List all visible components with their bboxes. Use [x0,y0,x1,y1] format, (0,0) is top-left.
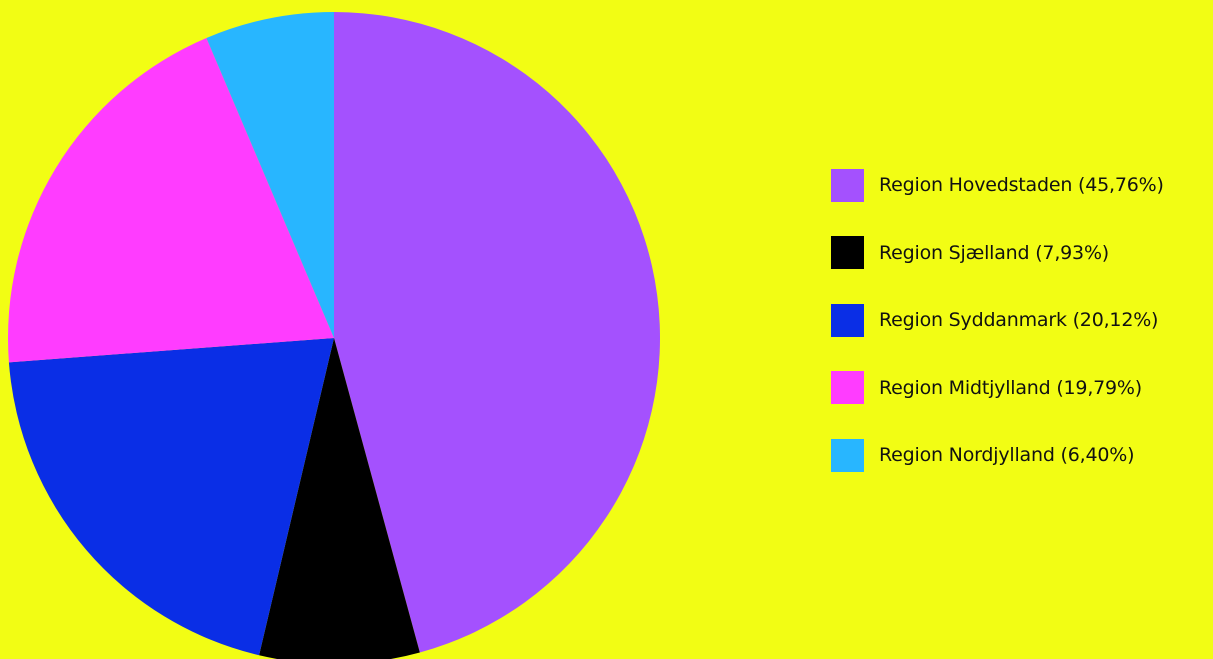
legend-swatch [831,438,864,472]
pie-slices [7,12,661,659]
legend-label: Region Syddanmark (20,12%) [879,309,1159,331]
legend-item: Region Midtjylland (19,79%) [831,371,1211,405]
pie-slice [206,12,334,338]
legend-label: Region Sjælland (7,93%) [879,241,1110,264]
legend-label: Region Hovedstaden (45,76%) [879,174,1164,196]
legend-swatch [831,371,864,404]
legend: Region Hovedstaden (45,76%) Region Sjæll… [831,168,1211,506]
legend-item: Region Sjælland (7,93%) [831,236,1211,270]
legend-label: Region Midtjylland (19,79%) [879,376,1143,399]
pie-slice [259,338,420,659]
legend-label: Region Nordjylland (6,40%) [879,444,1135,466]
pie-slice [8,338,334,656]
legend-swatch [831,303,864,337]
legend-swatch [831,236,864,269]
legend-item: Region Hovedstaden (45,76%) [831,168,1211,202]
pie-slice [7,38,335,363]
legend-swatch [831,168,864,202]
pie-slice [334,12,661,653]
legend-item: Region Nordjylland (6,40%) [831,438,1211,472]
legend-item: Region Syddanmark (20,12%) [831,303,1211,337]
